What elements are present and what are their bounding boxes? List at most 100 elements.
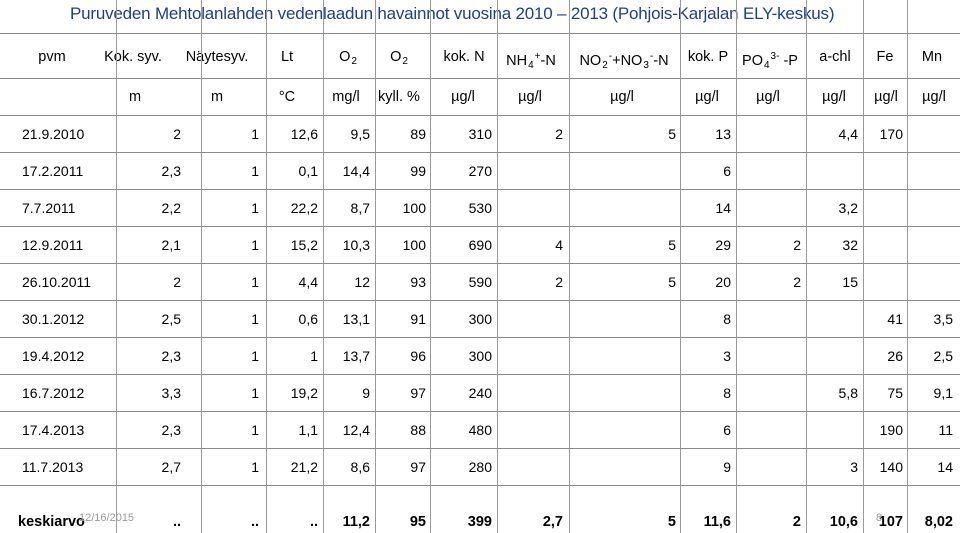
- mean-value-cell: 2: [792, 514, 801, 530]
- value-cell: 0,6: [298, 311, 318, 327]
- unit-o2-pct: kyll. %: [378, 89, 420, 105]
- value-cell: 100: [402, 200, 426, 216]
- value-cell: 9: [723, 459, 731, 475]
- value-cell: 270: [468, 163, 492, 179]
- value-cell: 8: [723, 385, 731, 401]
- page-title: Puruveden Mehtolanlahden vedenlaadun hav…: [70, 4, 835, 23]
- value-cell: 1: [251, 348, 259, 364]
- value-cell: 310: [468, 126, 492, 142]
- date-cell: 30.1.2012: [22, 311, 85, 327]
- value-cell: 2,3: [161, 422, 181, 438]
- date-cell: 12.9.2011: [22, 237, 84, 253]
- value-cell: 15,2: [290, 237, 318, 253]
- value-cell: 93: [410, 274, 426, 290]
- value-cell: 8,7: [350, 200, 370, 216]
- header-naytesyv: Näytesyv.: [185, 49, 249, 65]
- value-cell: 2,5: [933, 348, 953, 364]
- footer-page-number: 8: [876, 512, 883, 524]
- mean-value-cell: 11,2: [342, 514, 370, 530]
- mean-value-cell: 5: [667, 514, 676, 530]
- value-cell: 1: [251, 237, 259, 253]
- value-cell: 4,4: [838, 126, 858, 142]
- value-cell: 9: [362, 385, 370, 401]
- value-cell: 4,4: [298, 274, 318, 290]
- unit-po4-p: µg/l: [756, 89, 780, 105]
- value-cell: 2,3: [161, 163, 181, 179]
- unit-fe: µg/l: [874, 89, 898, 105]
- value-cell: 89: [410, 126, 426, 142]
- value-cell: 15: [842, 274, 858, 290]
- unit-kok-p: µg/l: [695, 89, 719, 105]
- date-cell: 16.7.2012: [22, 385, 85, 401]
- header-kok-syv: Kok. syv.: [104, 49, 162, 65]
- value-cell: 480: [468, 422, 492, 438]
- value-cell: 10,3: [342, 237, 370, 253]
- value-cell: 3,3: [161, 385, 181, 401]
- header-mn: Mn: [921, 49, 943, 65]
- value-cell: 22,2: [290, 200, 318, 216]
- value-cell: 690: [468, 237, 492, 253]
- value-cell: 1: [251, 200, 259, 216]
- value-cell: 590: [468, 274, 492, 290]
- value-cell: 300: [468, 348, 492, 364]
- unit-kok-n: µg/l: [451, 89, 475, 105]
- date-cell: 17.4.2013: [22, 422, 85, 438]
- value-cell: 19,2: [290, 385, 318, 401]
- value-cell: 14: [715, 200, 731, 216]
- unit-o2-mg: mg/l: [332, 89, 360, 105]
- value-cell: 1: [310, 348, 318, 364]
- date-cell: 11.7.2013: [22, 459, 84, 475]
- mean-label: keskiarvo: [18, 514, 85, 530]
- header-kok-p: kok. P: [687, 49, 729, 65]
- header-pvm: pvm: [38, 49, 66, 65]
- value-cell: 140: [879, 459, 903, 475]
- mean-value-cell: 399: [467, 514, 492, 530]
- value-cell: 8,6: [350, 459, 370, 475]
- value-cell: 3,5: [933, 311, 953, 327]
- unit-no2-no3-n: µg/l: [610, 89, 634, 105]
- value-cell: 21,2: [290, 459, 318, 475]
- footer-date: 12/16/2015: [79, 512, 135, 524]
- header-po4-p: PO43- -P: [742, 51, 798, 71]
- header-nh4-n: NH4+-N: [506, 51, 556, 71]
- value-cell: 75: [887, 385, 903, 401]
- mean-value-cell: 10,6: [829, 514, 858, 530]
- value-cell: 96: [410, 348, 426, 364]
- value-cell: 1: [251, 311, 259, 327]
- value-cell: 300: [468, 311, 492, 327]
- value-cell: 9,5: [350, 126, 370, 142]
- value-cell: 4: [555, 237, 563, 253]
- value-cell: 99: [410, 163, 426, 179]
- mean-value-cell: 95: [409, 514, 426, 530]
- value-cell: 6: [723, 163, 731, 179]
- date-cell: 17.2.2011: [22, 163, 84, 179]
- value-cell: 2: [173, 274, 181, 290]
- value-cell: 91: [410, 311, 426, 327]
- value-cell: 5: [668, 274, 676, 290]
- value-cell: 5: [668, 126, 676, 142]
- value-cell: 3,2: [838, 200, 858, 216]
- mean-value-cell: 11,6: [703, 514, 731, 530]
- header-kok-n: kok. N: [443, 49, 485, 65]
- unit-naytesyv: m: [210, 89, 224, 105]
- value-cell: 14: [937, 459, 953, 475]
- mean-value-cell: ..: [309, 514, 318, 530]
- value-cell: 1: [251, 163, 259, 179]
- value-cell: 2: [793, 237, 801, 253]
- value-cell: 2,7: [161, 459, 181, 475]
- unit-kok-syv: m: [128, 89, 142, 105]
- value-cell: 8: [723, 311, 731, 327]
- value-cell: 170: [879, 126, 903, 142]
- value-cell: 97: [410, 385, 426, 401]
- mean-value-cell: ..: [250, 514, 259, 530]
- value-cell: 2: [555, 274, 563, 290]
- value-cell: 1: [251, 274, 259, 290]
- value-cell: 9,1: [933, 385, 953, 401]
- mean-value-cell: 8,02: [924, 514, 953, 530]
- date-cell: 26.10.2011: [22, 274, 92, 290]
- value-cell: 13,7: [342, 348, 370, 364]
- mean-value-cell: 2,7: [542, 514, 563, 530]
- value-cell: 12: [354, 274, 370, 290]
- value-cell: 13,1: [342, 311, 370, 327]
- value-cell: 29: [715, 237, 731, 253]
